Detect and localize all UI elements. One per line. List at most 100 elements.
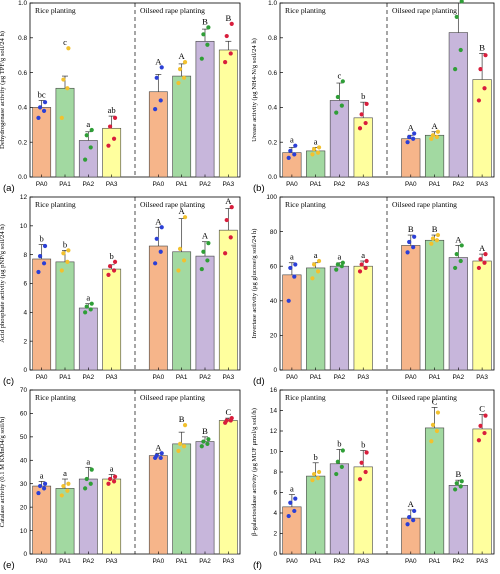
significance-letter: A [155,56,162,66]
x-tick-label: PA1 [429,181,441,188]
significance-letter: A [408,123,415,133]
bar [78,478,98,555]
x-tick-label: PA1 [310,374,322,381]
significance-letter: a [290,484,294,494]
y-tick-label: 0.2 [18,139,27,146]
bar [353,265,373,371]
y-tick-label: 70 [20,387,28,394]
group-label-rice: Rice planting [35,200,76,209]
data-point [83,310,88,315]
significance-letter: A [431,121,438,131]
data-point [158,98,163,103]
data-point [434,134,440,140]
bar [401,138,421,178]
data-point [199,56,204,61]
significance-letter: B [202,16,208,26]
data-point [224,418,229,423]
data-point [106,272,111,277]
data-point [412,508,417,514]
x-tick-label: PA2 [199,558,211,565]
y-tick-label: 80 [270,229,278,236]
bar [172,251,192,371]
y-axis-label: Invertase activity (μg glucose/g soil/24… [251,229,258,339]
significance-letter: ab [108,105,116,115]
y-tick-label: 0.0 [268,174,277,181]
x-tick-label: PA3 [357,374,369,381]
data-point [311,262,317,267]
significance-letter: b [40,234,44,244]
y-tick-label: 0 [273,551,277,558]
data-point [459,243,464,248]
bar [102,127,122,178]
panel-label: (c) [3,376,14,387]
data-point [61,251,66,256]
bar [353,117,373,178]
data-point [286,155,291,160]
bar [195,255,215,371]
data-point [310,478,315,483]
data-point [363,469,368,475]
bar [102,268,122,371]
y-tick-label: 16 [270,387,278,394]
data-point [412,131,417,136]
bar [424,427,445,555]
data-point [42,243,48,249]
group-label-oilseed: Oilseed rape planting [140,200,205,209]
data-point [339,464,344,469]
data-point [430,236,436,241]
data-point [159,225,164,230]
y-tick-label: 60 [20,411,28,418]
panel-label: (a) [3,183,15,194]
data-point [335,262,340,267]
y-tick-label: 30 [20,481,28,488]
data-point [111,479,117,484]
data-point [315,150,321,155]
x-tick-label: PA3 [223,374,235,381]
bar [448,257,468,371]
bar [472,79,492,178]
x-tick-label: PA1 [310,558,322,565]
significance-letter: b [361,91,365,101]
data-point [483,413,488,418]
data-point [107,264,113,269]
data-point [159,65,164,70]
y-tick-label: 0.4 [18,105,27,112]
y-axis-label: Dehydrogenase activity (μg TPF/g soil/24… [0,31,6,149]
x-tick-label: PA2 [334,181,346,188]
bar [472,260,492,371]
x-tick-label: PA1 [176,558,188,565]
x-tick-label: PA3 [476,374,488,381]
bar [148,91,168,178]
data-point [158,249,163,254]
significance-letter: b [63,239,67,249]
data-point [176,80,181,86]
x-tick-label: PA0 [153,558,165,565]
y-tick-label: 100 [266,194,277,201]
y-tick-label: 0.8 [268,35,277,42]
data-point [454,251,459,257]
y-tick-label: 8 [23,252,27,259]
y-axis-label: β-galactosidase activity (μg MUF μmol/g … [251,408,258,536]
data-point [83,157,88,162]
data-point [224,217,229,223]
y-tick-label: 0 [23,367,27,374]
data-point [335,94,340,100]
group-label-rice: Rice planting [285,393,326,402]
data-point [153,261,158,266]
data-point [435,232,441,238]
bar [306,475,326,555]
significance-letter: A [455,234,462,244]
data-point [111,268,117,273]
y-tick-label: 0 [23,551,27,558]
data-point [292,274,297,279]
data-point [411,136,416,141]
data-point [340,260,345,265]
data-point [405,250,410,255]
data-point [61,77,66,82]
data-point [37,254,43,259]
bar [353,466,373,555]
data-point [454,481,459,486]
bar [55,488,75,555]
data-point [154,75,159,80]
x-tick-label: PA0 [405,558,417,565]
